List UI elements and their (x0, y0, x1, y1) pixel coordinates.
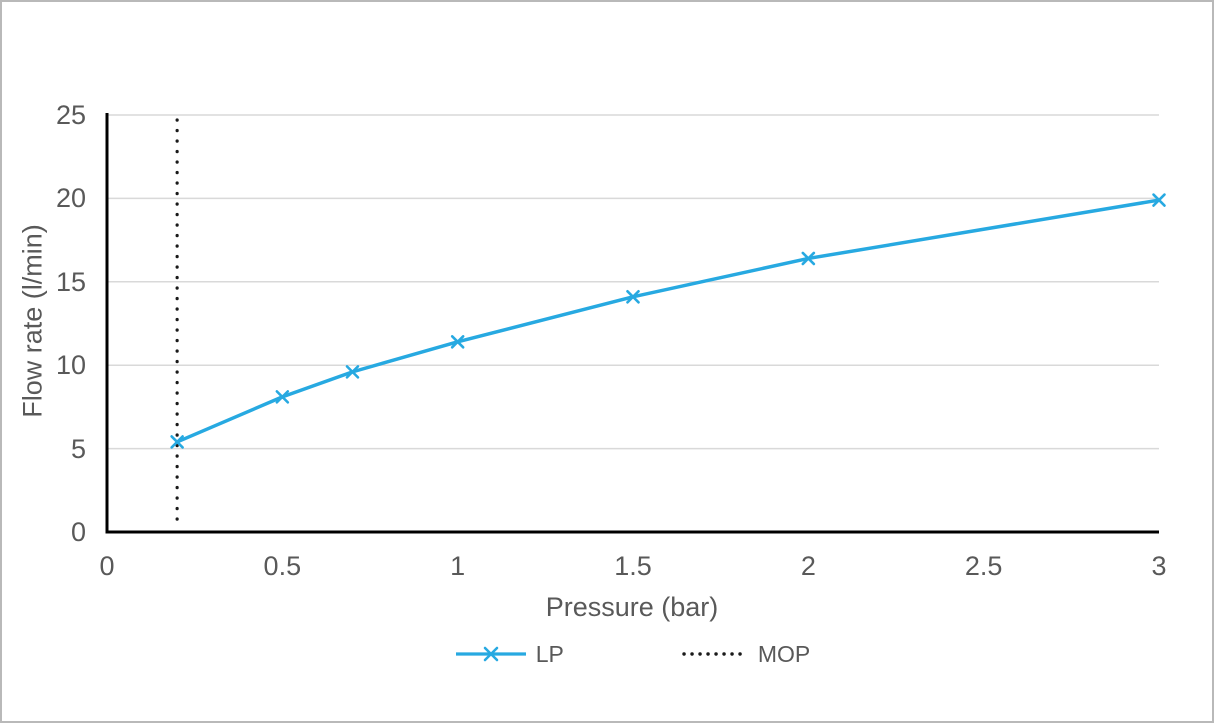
legend-label-lp: LP (535, 640, 564, 667)
lp-x-marker (170, 435, 184, 449)
legend: LP MOP (50, 638, 1212, 670)
y-tick-label: 15 (55, 266, 86, 297)
x-tick-label: 1.5 (614, 551, 652, 581)
lp-x-marker (345, 365, 360, 379)
y-tick-label: 5 (70, 433, 86, 464)
lp-x-marker (450, 335, 465, 349)
lp-x-marker (275, 390, 290, 404)
lp-swatch-x-marker (483, 646, 499, 662)
x-tick-label: 2.5 (964, 551, 1003, 581)
legend-item-lp: LP (455, 640, 564, 668)
y-tick-label: 20 (55, 183, 86, 214)
y-tick-label: 10 (55, 350, 86, 381)
x-tick-label: 0.5 (263, 551, 302, 581)
lp-series-line (175, 198, 1161, 444)
x-tick-label: 0 (99, 551, 115, 581)
x-tick-label: 3 (1151, 551, 1167, 581)
x-tick-label: 2 (800, 551, 816, 581)
x-axis-title: Pressure (bar) (545, 592, 719, 622)
lp-x-marker (626, 290, 640, 304)
y-tick-label: 25 (55, 100, 86, 130)
y-axis-title: Flow rate (l/min) (17, 224, 48, 418)
x-tick-label: 1 (450, 551, 466, 581)
lp-x-marker (801, 251, 816, 266)
mop-dotted-line-swatch (682, 652, 748, 656)
lp-x-marker (1152, 193, 1166, 207)
y-tick-label: 0 (70, 517, 86, 547)
legend-label-mop: MOP (757, 640, 811, 667)
lp-line-with-x-marker-swatch (455, 646, 526, 662)
legend-item-mop: MOP (682, 641, 810, 668)
